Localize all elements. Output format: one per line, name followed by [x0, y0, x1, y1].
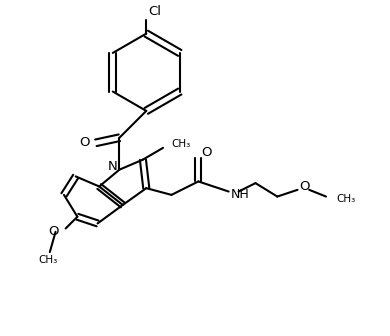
Text: CH₃: CH₃: [336, 194, 355, 204]
Text: O: O: [79, 136, 89, 149]
Text: O: O: [49, 225, 59, 238]
Text: O: O: [202, 146, 212, 159]
Text: Cl: Cl: [148, 5, 161, 18]
Text: O: O: [299, 180, 309, 193]
Text: CH₃: CH₃: [39, 255, 58, 265]
Text: CH₃: CH₃: [172, 139, 191, 150]
Text: N: N: [108, 160, 118, 173]
Text: NH: NH: [230, 188, 249, 201]
